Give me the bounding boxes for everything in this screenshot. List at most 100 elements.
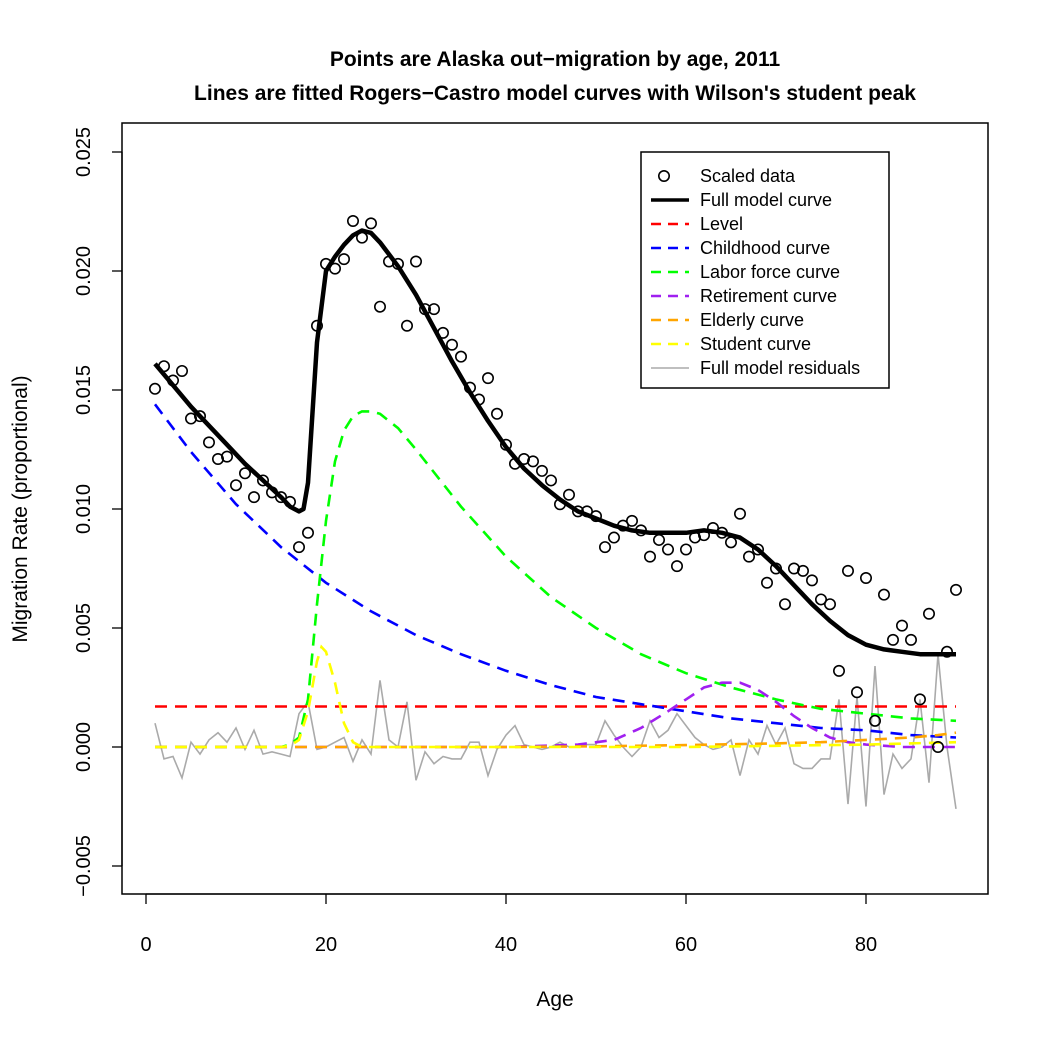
data-point	[427, 303, 440, 316]
y-tick-label: 0.020	[73, 246, 95, 296]
data-point	[274, 491, 287, 504]
data-point	[607, 531, 620, 544]
x-tick-label: 60	[675, 934, 697, 956]
data-point	[850, 686, 863, 699]
legend-label: Elderly curve	[700, 310, 804, 330]
y-tick-label: 0.025	[73, 127, 95, 177]
data-point	[580, 505, 593, 518]
legend: Scaled data Full model curve Level Childhoo…	[640, 151, 890, 389]
data-point	[292, 541, 305, 554]
series-full-model-curve	[153, 228, 956, 657]
data-point	[490, 407, 503, 420]
series-layer	[153, 228, 957, 810]
data-point	[310, 319, 323, 332]
data-point	[176, 364, 189, 377]
data-point	[391, 257, 404, 270]
legend-label: Student curve	[700, 334, 811, 354]
x-tick-label: 20	[315, 934, 337, 956]
data-point	[328, 262, 341, 275]
data-point	[508, 457, 521, 470]
data-point	[751, 543, 764, 556]
data-point	[697, 529, 710, 542]
x-tick-label: 40	[495, 934, 517, 956]
legend-label: Labor force curve	[700, 262, 840, 282]
y-tick-label: 0.015	[73, 365, 95, 415]
data-point	[922, 607, 935, 620]
data-point	[724, 536, 737, 549]
data-point	[805, 574, 818, 587]
data-point	[553, 498, 566, 511]
data-point	[877, 588, 890, 601]
data-point	[221, 450, 234, 463]
data-point	[319, 257, 332, 270]
data-point	[778, 598, 791, 611]
data-point	[445, 338, 458, 351]
y-tick-label: −0.005	[73, 835, 95, 897]
data-point	[940, 645, 953, 658]
data-point	[769, 562, 782, 575]
data-point	[301, 526, 314, 539]
data-point	[149, 382, 162, 395]
data-point	[418, 303, 431, 316]
series-retirement-curve	[155, 681, 956, 749]
data-point	[796, 564, 809, 577]
data-point	[239, 467, 252, 480]
data-point	[886, 633, 899, 646]
data-point	[913, 693, 926, 706]
legend-label: Full model curve	[700, 190, 832, 210]
data-point	[535, 464, 548, 477]
data-point	[859, 572, 872, 585]
data-point	[868, 714, 881, 727]
data-point	[364, 217, 377, 230]
data-point	[481, 372, 494, 385]
data-point	[400, 319, 413, 332]
data-point	[706, 522, 719, 535]
legend-symbol	[657, 170, 670, 183]
chart-subtitle: Lines are fitted Rogers−Castro model cur…	[194, 82, 916, 105]
data-point	[562, 488, 575, 501]
data-point	[715, 526, 728, 539]
data-point	[643, 550, 656, 563]
y-tick-label: 0.010	[73, 484, 95, 534]
series-labor-force-curve	[155, 410, 957, 749]
data-point	[346, 215, 359, 228]
data-point	[544, 474, 557, 487]
data-point	[598, 541, 611, 554]
data-point	[904, 633, 917, 646]
data-point	[949, 583, 962, 596]
legend-label: Level	[700, 214, 743, 234]
data-point	[589, 510, 602, 523]
data-point	[283, 495, 296, 508]
data-point	[625, 514, 638, 527]
legend-label: Childhood curve	[700, 238, 830, 258]
data-point	[571, 505, 584, 518]
y-tick-label: 0.005	[73, 603, 95, 653]
data-point	[265, 486, 278, 499]
data-point	[814, 593, 827, 606]
data-point	[679, 543, 692, 556]
series-student-curve	[155, 644, 957, 749]
data-point	[158, 360, 171, 373]
data-points	[149, 215, 962, 753]
legend-label: Retirement curve	[700, 286, 837, 306]
data-point	[203, 436, 216, 449]
y-axis: −0.005 0.000 0.005 0.010 0.015 0.020 0.025	[73, 127, 123, 897]
data-point	[499, 438, 512, 451]
y-tick-label: 0.000	[73, 722, 95, 772]
data-point	[760, 576, 773, 589]
data-point	[194, 410, 207, 423]
data-point	[248, 491, 261, 504]
x-tick-label: 80	[855, 934, 877, 956]
data-point	[167, 374, 180, 387]
data-point	[337, 253, 350, 266]
series-elderly-curve	[155, 731, 957, 749]
y-axis-label: Migration Rate (proportional)	[9, 375, 32, 642]
data-point	[661, 543, 674, 556]
data-point	[373, 300, 386, 313]
data-point	[841, 564, 854, 577]
data-point	[895, 619, 908, 632]
data-point	[436, 326, 449, 339]
data-point	[463, 381, 476, 394]
data-point	[634, 524, 647, 537]
